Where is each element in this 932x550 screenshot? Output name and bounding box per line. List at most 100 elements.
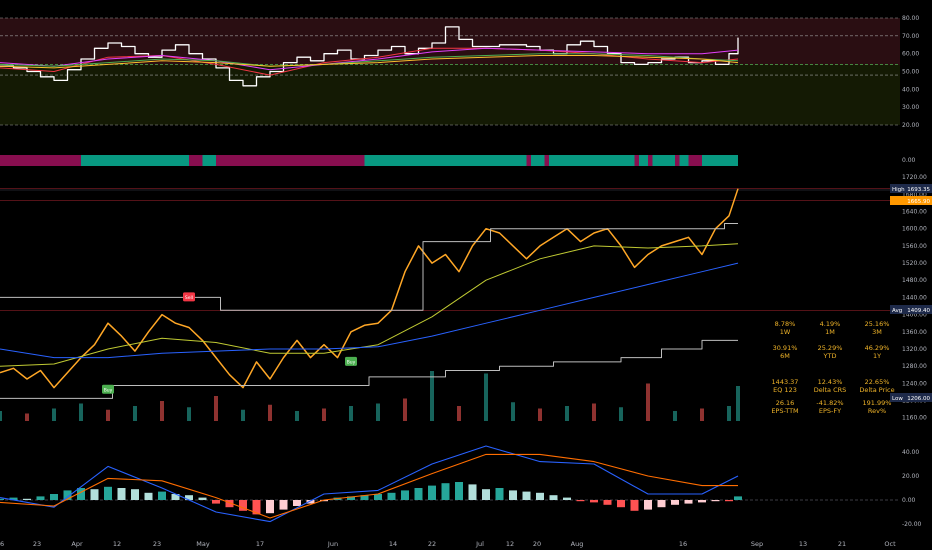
- macd-histogram-bar: [468, 484, 477, 500]
- volume-bar: [349, 406, 353, 421]
- rs-series-0: [0, 26, 739, 87]
- stat-value: 8.78%: [775, 320, 796, 328]
- volume-bar: [430, 371, 434, 421]
- trend-segment: [189, 155, 203, 166]
- trend-segment: [634, 155, 639, 166]
- volume-bar: [727, 406, 731, 421]
- price-tag-box: [890, 305, 932, 314]
- macd-histogram-bar: [117, 488, 126, 500]
- macd-histogram-bar: [306, 500, 315, 504]
- price-series-2: [0, 262, 739, 359]
- price-panel[interactable]: Sell Buy Buy 8.78%1W 4.19%1M 25.16%3M 30.91%6…: [0, 174, 932, 422]
- macd-histogram-bar: [320, 500, 328, 502]
- volume-bar: [295, 411, 299, 421]
- date-tick-label: 6: [0, 540, 4, 548]
- price-axis-tick-label: 1160.00: [902, 415, 927, 422]
- signal-label: Sell: [185, 295, 193, 301]
- volume-bar: [187, 407, 191, 421]
- macd-histogram-bar: [50, 494, 58, 500]
- macd-histogram-bar: [63, 490, 72, 500]
- volume-bar: [376, 403, 380, 421]
- trend-segment: [688, 155, 702, 166]
- oversold-zone: [0, 65, 900, 125]
- date-tick-label: 16: [679, 540, 687, 548]
- date-tick-label: 12: [506, 540, 514, 548]
- macd-histogram-bar: [104, 486, 112, 500]
- price-axis-tick-label: 1440.00: [902, 294, 927, 301]
- volume-bar: [268, 404, 272, 421]
- signal-label: Buy: [347, 359, 356, 365]
- trend-segment: [639, 155, 648, 166]
- volume-bar: [736, 386, 740, 421]
- macd-series-0: [0, 445, 739, 523]
- price-tag-value: 1693.35: [907, 187, 930, 193]
- price-tag-box: [890, 393, 932, 402]
- macd-histogram-bar: [360, 495, 369, 500]
- volume-bar: [0, 411, 2, 421]
- date-tick-label: 12: [113, 540, 121, 548]
- date-tick-label: Aug: [571, 540, 584, 548]
- volume-bar: [565, 406, 569, 421]
- price-series-0: [0, 188, 739, 389]
- volume-bar: [646, 383, 650, 421]
- macd-histogram-bar: [252, 500, 261, 515]
- rs-axis-tick-label: 40.00: [902, 86, 919, 93]
- macd-histogram-bar: [576, 500, 585, 502]
- price-axis-tick-label: 1480.00: [902, 277, 927, 284]
- price-tag-box: [890, 184, 932, 193]
- stat-label: EQ 123: [773, 386, 797, 394]
- stat-value: 12.43%: [818, 378, 843, 386]
- rs-axis-tick-label: 70.00: [902, 33, 919, 40]
- macd-axis-tick-label: -20.00: [902, 521, 922, 528]
- trend-segment: [526, 155, 531, 166]
- price-axis-tick-label: 1280.00: [902, 363, 927, 370]
- macd-axis-tick-label: 0.00: [902, 497, 916, 504]
- macd-histogram-bar: [23, 498, 31, 500]
- macd-histogram-bar: [509, 490, 517, 500]
- macd-histogram-bar: [698, 500, 706, 503]
- macd-histogram-bar: [131, 489, 139, 500]
- trend-segment: [652, 155, 675, 166]
- date-tick-label: Oct: [884, 540, 896, 548]
- volume-bar: [79, 403, 83, 421]
- trend-segment: [364, 155, 527, 166]
- macd-histogram-bar: [644, 500, 652, 510]
- trend-axis-tick-label: 0.00: [902, 157, 916, 164]
- volume-bar: [133, 406, 137, 421]
- date-tick-label: Jul: [475, 540, 484, 548]
- stat-label: Rev%: [868, 407, 886, 415]
- date-tick-label: May: [196, 540, 210, 548]
- price-axis-tick-label: 1680.00: [902, 191, 927, 198]
- date-tick-label: 14: [389, 540, 397, 548]
- trend-strip-panel[interactable]: 0.00: [0, 155, 916, 166]
- stat-label: 1W: [780, 328, 791, 336]
- signal-label: Buy: [104, 387, 113, 393]
- macd-histogram-bar: [9, 497, 18, 500]
- macd-histogram-bar: [144, 492, 153, 500]
- volume-bar: [241, 409, 245, 421]
- trend-segment: [648, 155, 653, 166]
- macd-histogram-bar: [711, 500, 720, 502]
- macd-histogram-bar: [495, 488, 504, 500]
- rs-oscillator-panel[interactable]: 80.00 70.00 60.00 50.00 40.00 30.00 20.00: [0, 15, 919, 129]
- rs-axis-tick-label: 20.00: [902, 122, 919, 129]
- macd-panel[interactable]: 40.00 20.00 0.00 -20.00: [0, 445, 922, 528]
- date-tick-label: 23: [33, 540, 41, 548]
- macd-axis-tick-label: 20.00: [902, 473, 919, 480]
- volume-bar: [25, 413, 29, 421]
- stat-label: YTD: [823, 352, 837, 360]
- date-tick-label: Sep: [751, 540, 763, 548]
- macd-histogram-bar: [522, 491, 531, 500]
- price-tag-box: [890, 196, 932, 205]
- date-axis[interactable]: 6 23 Apr 12 23 May 17 Jun 14 22 Jul 12 20 Aug 16 Sep 13 2…: [0, 540, 896, 548]
- macd-histogram-bar: [725, 500, 733, 502]
- macd-histogram-bar: [441, 483, 450, 500]
- macd-histogram-bar: [387, 492, 396, 500]
- macd-histogram-bar: [482, 489, 490, 500]
- stat-value: 46.29%: [865, 344, 890, 352]
- rs-series-4: [0, 55, 739, 69]
- trend-segment: [0, 155, 81, 166]
- stat-label: Delta Price: [859, 386, 894, 394]
- stat-value: 22.65%: [865, 378, 890, 386]
